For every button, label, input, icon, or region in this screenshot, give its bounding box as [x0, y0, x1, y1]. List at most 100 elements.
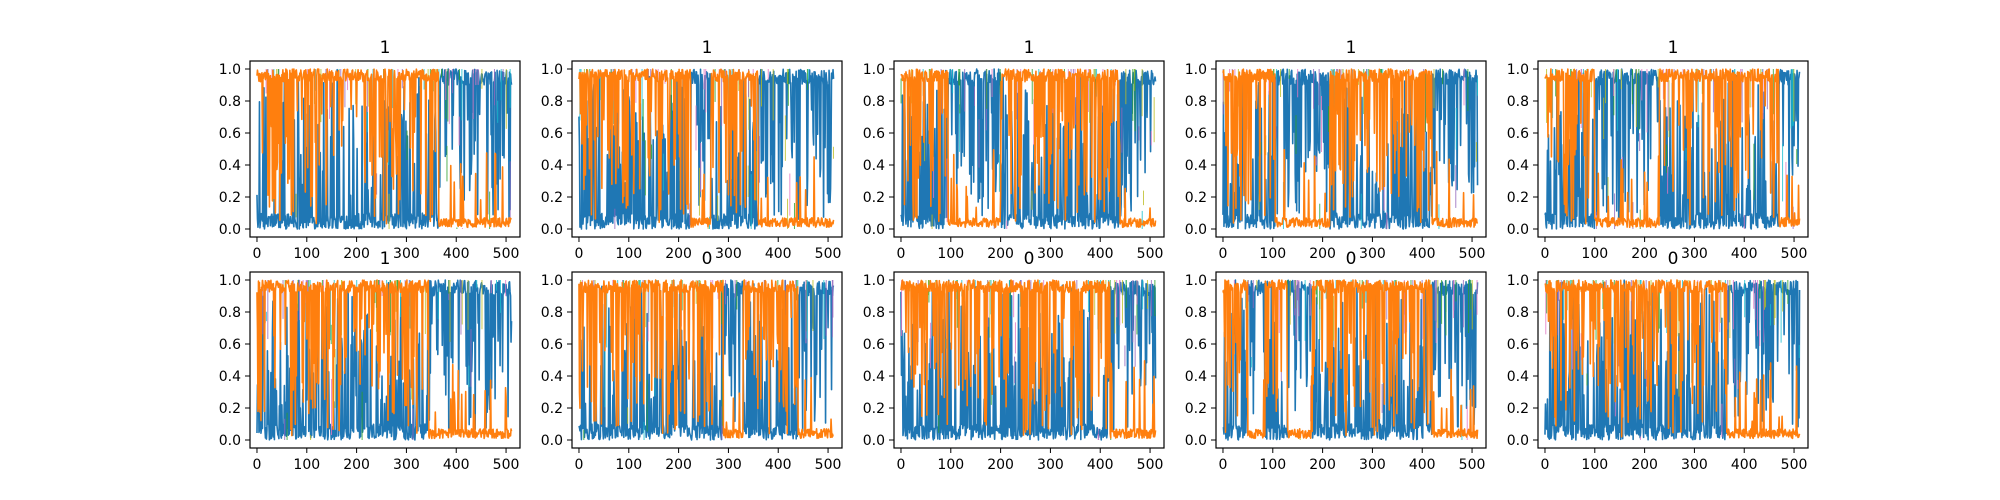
x-tick-label: 400 [1731, 457, 1758, 473]
y-tick-label: 0.2 [219, 401, 241, 417]
series-line-orange [1222, 279, 1479, 440]
axes-frame [249, 60, 521, 238]
subplot-title: 1 [380, 249, 391, 269]
x-tick-label: 100 [937, 246, 964, 262]
x-tick-label: 400 [765, 457, 792, 473]
y-tick-label: 0.4 [541, 369, 563, 385]
axes-frame [571, 60, 843, 238]
y-tick-label: 0.4 [219, 369, 241, 385]
y-tick-label: 0.8 [1507, 94, 1529, 110]
y-tick-label: 0.8 [863, 94, 885, 110]
x-tick-label: 400 [1087, 246, 1114, 262]
y-tick-label: 0.6 [863, 126, 885, 142]
plot-area [1222, 68, 1479, 230]
y-tick-label: 1.0 [863, 273, 885, 289]
y-tick-label: 0.8 [541, 94, 563, 110]
subplot-4: 0 100 200 300 400 500 0.0 0.2 0.4 0.6 0.8 1.0 1 [1185, 38, 1487, 262]
subplot-title: 0 [1346, 249, 1357, 269]
axes-frame [1215, 60, 1487, 238]
x-tick-label: 500 [1459, 457, 1486, 473]
x-tick-label: 100 [1259, 246, 1286, 262]
y-tick-label: 0.2 [863, 190, 885, 206]
x-tick-label: 200 [1309, 246, 1336, 262]
subplot-5: 0 100 200 300 400 500 0.0 0.2 0.4 0.6 0.8 1.0 1 [1507, 38, 1809, 262]
plot-area [578, 68, 835, 230]
x-tick-label: 400 [1087, 457, 1114, 473]
x-tick-label: 200 [1309, 457, 1336, 473]
y-tick-label: 0.6 [1507, 337, 1529, 353]
x-tick-label: 300 [1037, 457, 1064, 473]
x-tick-label: 0 [575, 457, 584, 473]
y-tick-label: 0.2 [863, 401, 885, 417]
subplot-title: 0 [1668, 249, 1679, 269]
x-tick-label: 200 [665, 246, 692, 262]
y-tick-label: 0.6 [1185, 337, 1207, 353]
y-tick-label: 0.2 [219, 190, 241, 206]
subplot-title: 0 [702, 249, 713, 269]
x-tick-label: 0 [897, 246, 906, 262]
y-tick-label: 0.8 [219, 305, 241, 321]
y-tick-label: 0.4 [1507, 158, 1529, 174]
plot-area [256, 68, 513, 230]
x-tick-label: 0 [1541, 246, 1550, 262]
y-tick-label: 1.0 [1507, 273, 1529, 289]
x-tick-label: 500 [1137, 246, 1164, 262]
x-tick-label: 300 [715, 246, 742, 262]
y-tick-label: 0.6 [1185, 126, 1207, 142]
y-tick-label: 1.0 [541, 273, 563, 289]
subplot-title: 1 [1668, 38, 1679, 58]
series-line-orange [256, 68, 512, 229]
series-line-orange [578, 68, 835, 229]
series-line-orange [900, 68, 1157, 229]
x-tick-label: 500 [1137, 457, 1164, 473]
subplot-title: 1 [1024, 38, 1035, 58]
y-tick-label: 0.8 [1185, 94, 1207, 110]
subplot-2: 0 100 200 300 400 500 0.0 0.2 0.4 0.6 0.8 1.0 1 [541, 38, 843, 262]
x-tick-label: 400 [1409, 246, 1436, 262]
plot-area [1544, 68, 1801, 230]
y-tick-label: 1.0 [863, 62, 885, 78]
x-tick-label: 300 [1037, 246, 1064, 262]
y-tick-label: 0.4 [863, 158, 885, 174]
x-tick-label: 200 [1631, 457, 1658, 473]
y-tick-label: 0.8 [863, 305, 885, 321]
y-tick-label: 0.6 [219, 126, 241, 142]
x-tick-label: 200 [665, 457, 692, 473]
y-tick-label: 0.0 [1185, 433, 1207, 449]
y-tick-label: 0.0 [1507, 222, 1529, 238]
x-tick-label: 500 [815, 457, 842, 473]
series-line-orange [1544, 279, 1801, 440]
x-tick-label: 0 [253, 246, 262, 262]
subplot-1: 0 100 200 300 400 500 0.0 0.2 0.4 0.6 0.8 1.0 1 [219, 38, 521, 262]
x-tick-label: 300 [1681, 457, 1708, 473]
subplot-title: 1 [1346, 38, 1357, 58]
y-tick-label: 0.4 [1185, 369, 1207, 385]
axes-frame [893, 60, 1165, 238]
subplot-title: 1 [702, 38, 713, 58]
plot-area [578, 279, 835, 441]
y-tick-label: 0.4 [1185, 158, 1207, 174]
axes-frame [893, 271, 1165, 449]
x-tick-label: 400 [765, 246, 792, 262]
x-tick-label: 500 [1459, 246, 1486, 262]
plot-area [900, 68, 1157, 230]
subplot-10: 0 100 200 300 400 500 0.0 0.2 0.4 0.6 0.8 1.0 0 [1507, 249, 1809, 473]
x-tick-label: 100 [1581, 246, 1608, 262]
plot-area [1544, 279, 1801, 441]
axes-frame [1215, 271, 1487, 449]
y-tick-label: 0.2 [541, 190, 563, 206]
subplot-title: 1 [380, 38, 391, 58]
y-tick-label: 0.0 [541, 222, 563, 238]
y-tick-label: 0.2 [1185, 401, 1207, 417]
x-tick-label: 300 [715, 457, 742, 473]
series-line-orange [578, 279, 834, 440]
axes-frame [249, 271, 521, 449]
series-line-blue [256, 279, 513, 441]
x-tick-label: 500 [493, 457, 520, 473]
y-tick-label: 0.2 [541, 401, 563, 417]
y-tick-label: 0.6 [541, 126, 563, 142]
subplot-title: 0 [1024, 249, 1035, 269]
x-tick-label: 300 [393, 246, 420, 262]
y-tick-label: 0.4 [541, 158, 563, 174]
